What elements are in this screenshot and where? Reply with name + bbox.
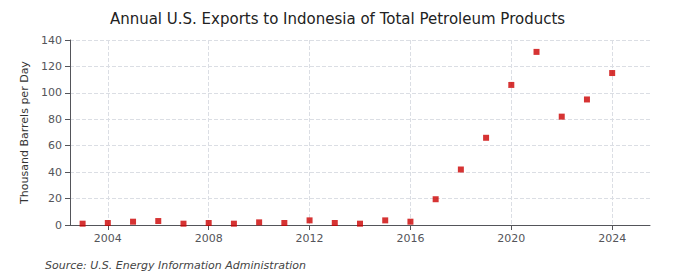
- svg-text:2016: 2016: [396, 232, 424, 245]
- svg-text:20: 20: [48, 192, 62, 205]
- svg-text:2024: 2024: [598, 232, 626, 245]
- svg-text:100: 100: [41, 86, 62, 99]
- svg-text:Source: U.S. Energy Informatio: Source: U.S. Energy Information Administ…: [45, 259, 306, 272]
- svg-text:2020: 2020: [497, 232, 525, 245]
- svg-text:Thousand Barrels per Day: Thousand Barrels per Day: [18, 61, 31, 205]
- svg-text:Annual U.S. Exports to Indones: Annual U.S. Exports to Indonesia of Tota…: [110, 10, 565, 28]
- svg-text:2012: 2012: [296, 232, 324, 245]
- svg-text:0: 0: [55, 219, 62, 232]
- svg-text:60: 60: [48, 139, 62, 152]
- svg-text:40: 40: [48, 166, 62, 179]
- svg-text:2008: 2008: [195, 232, 223, 245]
- svg-text:2004: 2004: [94, 232, 122, 245]
- svg-text:80: 80: [48, 113, 62, 126]
- svg-text:120: 120: [41, 60, 62, 73]
- svg-text:140: 140: [41, 34, 62, 47]
